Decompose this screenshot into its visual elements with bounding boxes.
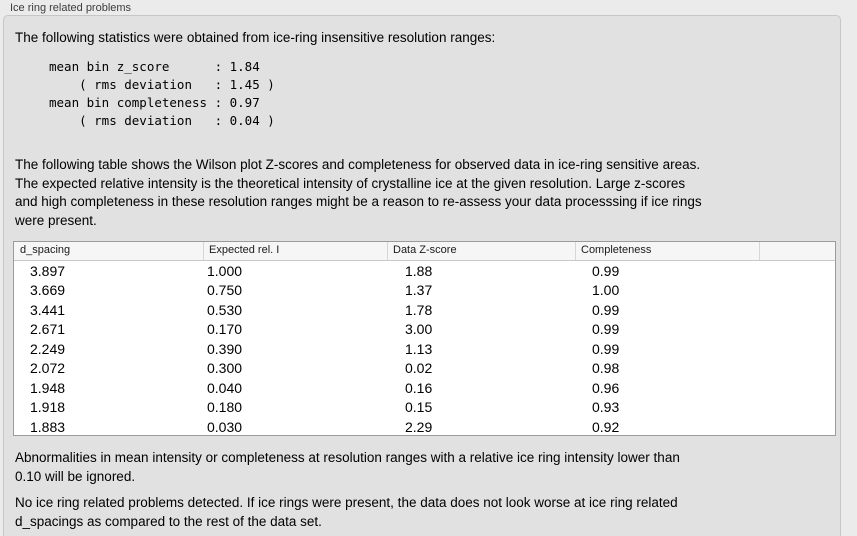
table-cell: 1.918	[30, 399, 66, 416]
table-header-row: d_spacing Expected rel. I Data Z-score Comp…	[14, 242, 835, 261]
table-cell: 2.29	[405, 418, 433, 435]
text-line: ( rms deviation : 0.04 )	[49, 113, 275, 128]
table-cell: 1.13	[405, 340, 433, 357]
table-description: The following table shows the Wilson plo…	[15, 156, 702, 230]
table-cell: 0.030	[207, 418, 243, 435]
stats-block: mean bin z_score : 1.84 ( rms deviation …	[49, 58, 275, 130]
table-row[interactable]: 3.897 1.000 1.88 0.99	[14, 261, 835, 281]
table-cell: 0.750	[207, 282, 243, 299]
panel-title: Ice ring related problems	[10, 2, 132, 14]
text-line: The expected relative intensity is the t…	[15, 175, 686, 191]
ice-ring-panel: The following statistics were obtained f…	[3, 15, 841, 536]
table-cell: 2.072	[30, 360, 66, 377]
column-header-d-spacing[interactable]: d_spacing	[20, 244, 71, 256]
table-cell: 1.883	[30, 418, 66, 435]
table-cell: 1.78	[405, 301, 433, 318]
table-row[interactable]: 2.072 0.300 0.02 0.98	[14, 359, 835, 379]
text-line: 0.10 will be ignored.	[15, 468, 136, 484]
table-cell: 0.99	[592, 301, 620, 318]
column-header-data-z-score[interactable]: Data Z-score	[387, 242, 575, 260]
table-cell: 0.99	[592, 262, 620, 279]
table-cell: 0.98	[592, 360, 620, 377]
table-cell: 3.897	[30, 262, 66, 279]
table-body: 3.897 1.000 1.88 0.99 3.669 0.750 1.37 1.00 3.44…	[14, 261, 835, 435]
text-line: No ice ring related problems detected. I…	[15, 495, 678, 510]
table-cell: 0.040	[207, 379, 243, 396]
conclusion-text: No ice ring related problems detected. I…	[15, 494, 678, 531]
text-line: were present.	[15, 212, 97, 228]
intro-text: The following statistics were obtained f…	[15, 30, 496, 45]
text-line: ( rms deviation : 1.45 )	[49, 77, 275, 92]
text-line: The following table shows the Wilson plo…	[15, 157, 701, 172]
table-cell: 3.669	[30, 282, 66, 299]
table-cell: 3.00	[405, 321, 433, 338]
table-cell: 0.93	[592, 399, 620, 416]
text-line: d_spacings as compared to the rest of th…	[15, 513, 322, 529]
text-line: Abnormalities in mean intensity or compl…	[15, 450, 680, 465]
table-row[interactable]: 2.249 0.390 1.13 0.99	[14, 339, 835, 359]
table-cell: 0.300	[207, 360, 243, 377]
table-cell: 2.249	[30, 340, 66, 357]
table-cell: 1.88	[405, 262, 433, 279]
table-cell: 0.180	[207, 399, 243, 416]
column-header-expected-rel-i[interactable]: Expected rel. I	[203, 242, 387, 260]
ice-ring-table: d_spacing Expected rel. I Data Z-score Comp…	[13, 241, 836, 436]
table-cell: 0.16	[405, 379, 433, 396]
table-row[interactable]: 2.671 0.170 3.00 0.99	[14, 320, 835, 340]
table-row[interactable]: 1.918 0.180 0.15 0.93	[14, 398, 835, 418]
table-row[interactable]: 3.441 0.530 1.78 0.99	[14, 300, 835, 320]
table-cell: 1.00	[592, 282, 620, 299]
text-line: mean bin z_score : 1.84	[49, 59, 260, 74]
table-cell: 0.99	[592, 340, 620, 357]
table-cell: 1.000	[207, 262, 243, 279]
note-text: Abnormalities in mean intensity or compl…	[15, 449, 680, 486]
table-cell: 0.96	[592, 379, 620, 396]
column-header-empty	[759, 242, 835, 260]
table-cell: 1.37	[405, 282, 433, 299]
table-cell: 0.530	[207, 301, 243, 318]
table-cell: 0.92	[592, 418, 620, 435]
table-cell: 2.671	[30, 321, 66, 338]
column-header-completeness[interactable]: Completeness	[575, 242, 759, 260]
table-row[interactable]: 3.669 0.750 1.37 1.00	[14, 281, 835, 301]
text-line: mean bin completeness : 0.97	[49, 95, 260, 110]
table-cell: 0.02	[405, 360, 433, 377]
table-cell: 0.390	[207, 340, 243, 357]
table-row[interactable]: 1.883 0.030 2.29 0.92	[14, 417, 835, 435]
table-cell: 0.99	[592, 321, 620, 338]
table-cell: 1.948	[30, 379, 66, 396]
table-row[interactable]: 1.948 0.040 0.16 0.96	[14, 378, 835, 398]
table-cell: 3.441	[30, 301, 66, 318]
table-cell: 0.170	[207, 321, 243, 338]
text-line: and high completeness in these resolutio…	[15, 194, 702, 209]
table-cell: 0.15	[405, 399, 433, 416]
